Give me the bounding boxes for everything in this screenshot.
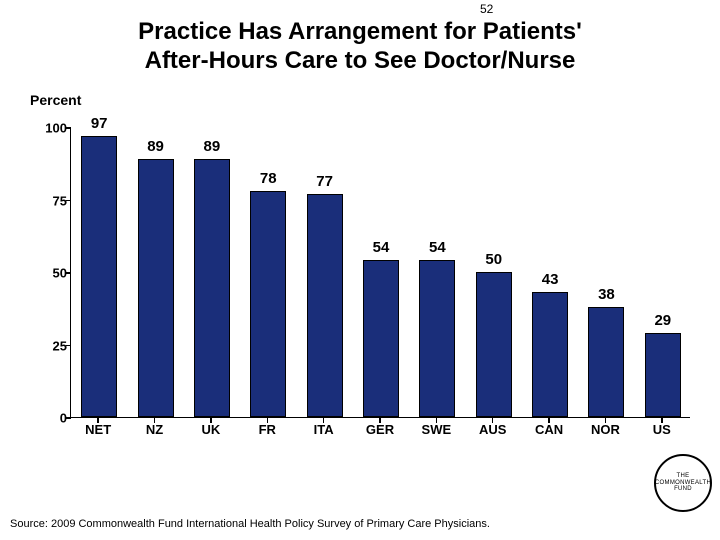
bar: 54 <box>363 260 399 417</box>
bar-value-label: 50 <box>477 251 511 268</box>
bar-value-label: 29 <box>646 312 680 329</box>
x-tick-mark <box>605 418 607 423</box>
x-tick-label: FR <box>259 422 276 437</box>
x-tick-mark <box>492 418 494 423</box>
bar-value-label: 54 <box>364 239 398 256</box>
x-tick-mark <box>267 418 269 423</box>
slide-number: 52 <box>480 2 493 16</box>
x-tick-mark <box>436 418 438 423</box>
bar-value-label: 89 <box>139 138 173 155</box>
bar-value-label: 77 <box>308 173 342 190</box>
x-tick-label: CAN <box>535 422 563 437</box>
bar-value-label: 89 <box>195 138 229 155</box>
source-text: Source: 2009 Commonwealth Fund Internati… <box>10 518 490 530</box>
x-tick-label: NZ <box>146 422 163 437</box>
x-tick-label: ITA <box>314 422 334 437</box>
commonwealth-fund-logo: THE COMMONWEALTH FUND <box>654 454 712 512</box>
plot-area: 02550751009789897877545450433829 <box>70 128 690 418</box>
x-tick-label: AUS <box>479 422 506 437</box>
y-tick-mark <box>66 272 71 274</box>
bar-value-label: 43 <box>533 271 567 288</box>
y-tick-mark <box>66 200 71 202</box>
x-tick-label: SWE <box>422 422 452 437</box>
x-tick-mark <box>661 418 663 423</box>
x-tick-mark <box>154 418 156 423</box>
bar: 38 <box>588 307 624 417</box>
y-tick-mark <box>66 127 71 129</box>
x-tick-mark <box>210 418 212 423</box>
chart-title: Practice Has Arrangement for Patients' A… <box>0 18 720 76</box>
x-tick-mark <box>97 418 99 423</box>
bar-value-label: 78 <box>251 170 285 187</box>
bar: 97 <box>81 136 117 417</box>
x-tick-label: NET <box>85 422 111 437</box>
y-tick-label: 75 <box>41 193 67 208</box>
x-tick-mark <box>379 418 381 423</box>
bar: 50 <box>476 272 512 417</box>
bar: 77 <box>307 194 343 417</box>
bar-value-label: 54 <box>420 239 454 256</box>
bar-chart: 02550751009789897877545450433829 NET NZ UK… <box>40 128 690 438</box>
x-tick-label: NOR <box>591 422 620 437</box>
title-line-1: Practice Has Arrangement for Patients' <box>138 18 582 45</box>
bar: 29 <box>645 333 681 417</box>
y-tick-label: 25 <box>41 338 67 353</box>
y-axis-label: Percent <box>30 92 81 108</box>
x-tick-mark <box>548 418 550 423</box>
logo-text: THE COMMONWEALTH FUND <box>655 473 711 493</box>
y-tick-label: 50 <box>41 266 67 281</box>
y-tick-label: 100 <box>41 121 67 136</box>
bar: 89 <box>138 159 174 417</box>
bar: 89 <box>194 159 230 417</box>
y-tick-label: 0 <box>41 411 67 426</box>
x-tick-label: GER <box>366 422 394 437</box>
bar-value-label: 97 <box>82 115 116 132</box>
bar: 54 <box>419 260 455 417</box>
bar-value-label: 38 <box>589 286 623 303</box>
y-tick-mark <box>66 345 71 347</box>
x-tick-label: US <box>653 422 671 437</box>
bar: 43 <box>532 292 568 417</box>
bar: 78 <box>250 191 286 417</box>
x-tick-label: UK <box>202 422 221 437</box>
y-tick-mark <box>66 417 71 419</box>
x-tick-mark <box>323 418 325 423</box>
title-line-2: After-Hours Care to See Doctor/Nurse <box>145 47 576 74</box>
